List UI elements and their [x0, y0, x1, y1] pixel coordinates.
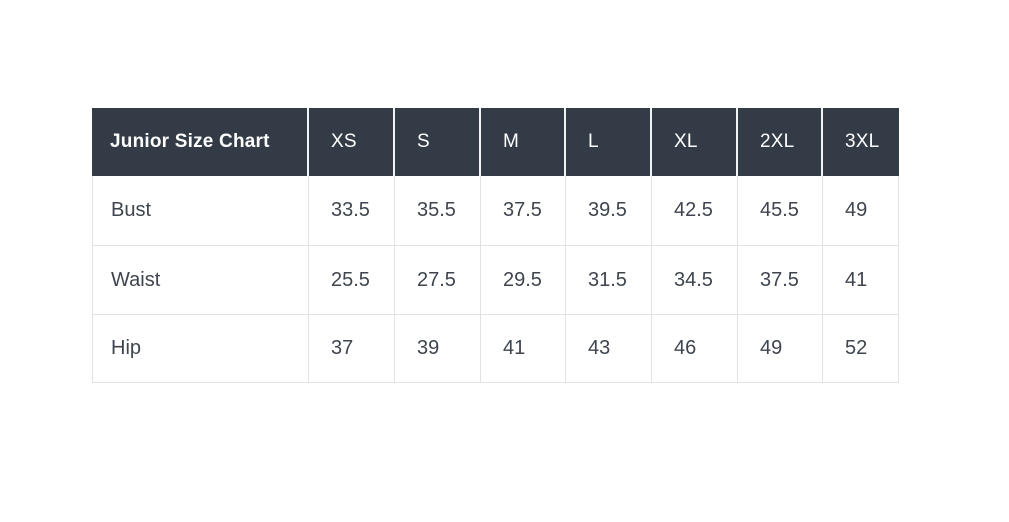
header-cell-size-2xl: 2XL	[736, 108, 821, 176]
value-cell: 42.5	[651, 176, 737, 245]
header-cell-size-l: L	[564, 108, 650, 176]
header-cell-size-s: S	[393, 108, 479, 176]
value-cell: 27.5	[394, 246, 480, 314]
value-cell: 29.5	[480, 246, 565, 314]
row-label-cell: Waist	[111, 268, 161, 291]
value-cell: 46	[651, 315, 737, 382]
table-row-bust: Bust 33.5 35.5 37.5 39.5 42.5 45.5 49	[93, 176, 898, 245]
header-cell-title: Junior Size Chart	[110, 131, 270, 152]
table-body: Bust 33.5 35.5 37.5 39.5 42.5 45.5 49 Wa…	[92, 176, 899, 383]
header-cell-size-xs: XS	[307, 108, 393, 176]
value-cell: 31.5	[565, 246, 651, 314]
value-cell: 34.5	[651, 246, 737, 314]
value-cell: 37	[308, 315, 394, 382]
header-cell-size-xl: XL	[650, 108, 736, 176]
header-cell-size-m: M	[479, 108, 564, 176]
value-cell: 43	[565, 315, 651, 382]
value-cell: 33.5	[308, 176, 394, 245]
row-label-cell: Hip	[111, 337, 142, 359]
value-cell: 49	[822, 176, 900, 245]
value-cell: 37.5	[737, 246, 822, 314]
table-header-row: Junior Size Chart XS S M L XL 2XL 3XL	[92, 108, 899, 176]
table-row-waist: Waist 25.5 27.5 29.5 31.5 34.5 37.5 41	[93, 245, 898, 314]
value-cell: 35.5	[394, 176, 480, 245]
value-cell: 52	[822, 315, 900, 382]
header-cell-size-3xl: 3XL	[821, 108, 899, 176]
value-cell: 45.5	[737, 176, 822, 245]
junior-size-chart-table: Junior Size Chart XS S M L XL 2XL 3XL Bu…	[92, 108, 899, 383]
value-cell: 25.5	[308, 246, 394, 314]
value-cell: 39	[394, 315, 480, 382]
table-row-hip: Hip 37 39 41 43 46 49 52	[93, 314, 898, 382]
value-cell: 37.5	[480, 176, 565, 245]
value-cell: 49	[737, 315, 822, 382]
value-cell: 41	[480, 315, 565, 382]
value-cell: 41	[822, 246, 900, 314]
value-cell: 39.5	[565, 176, 651, 245]
row-label-cell: Bust	[111, 199, 152, 221]
